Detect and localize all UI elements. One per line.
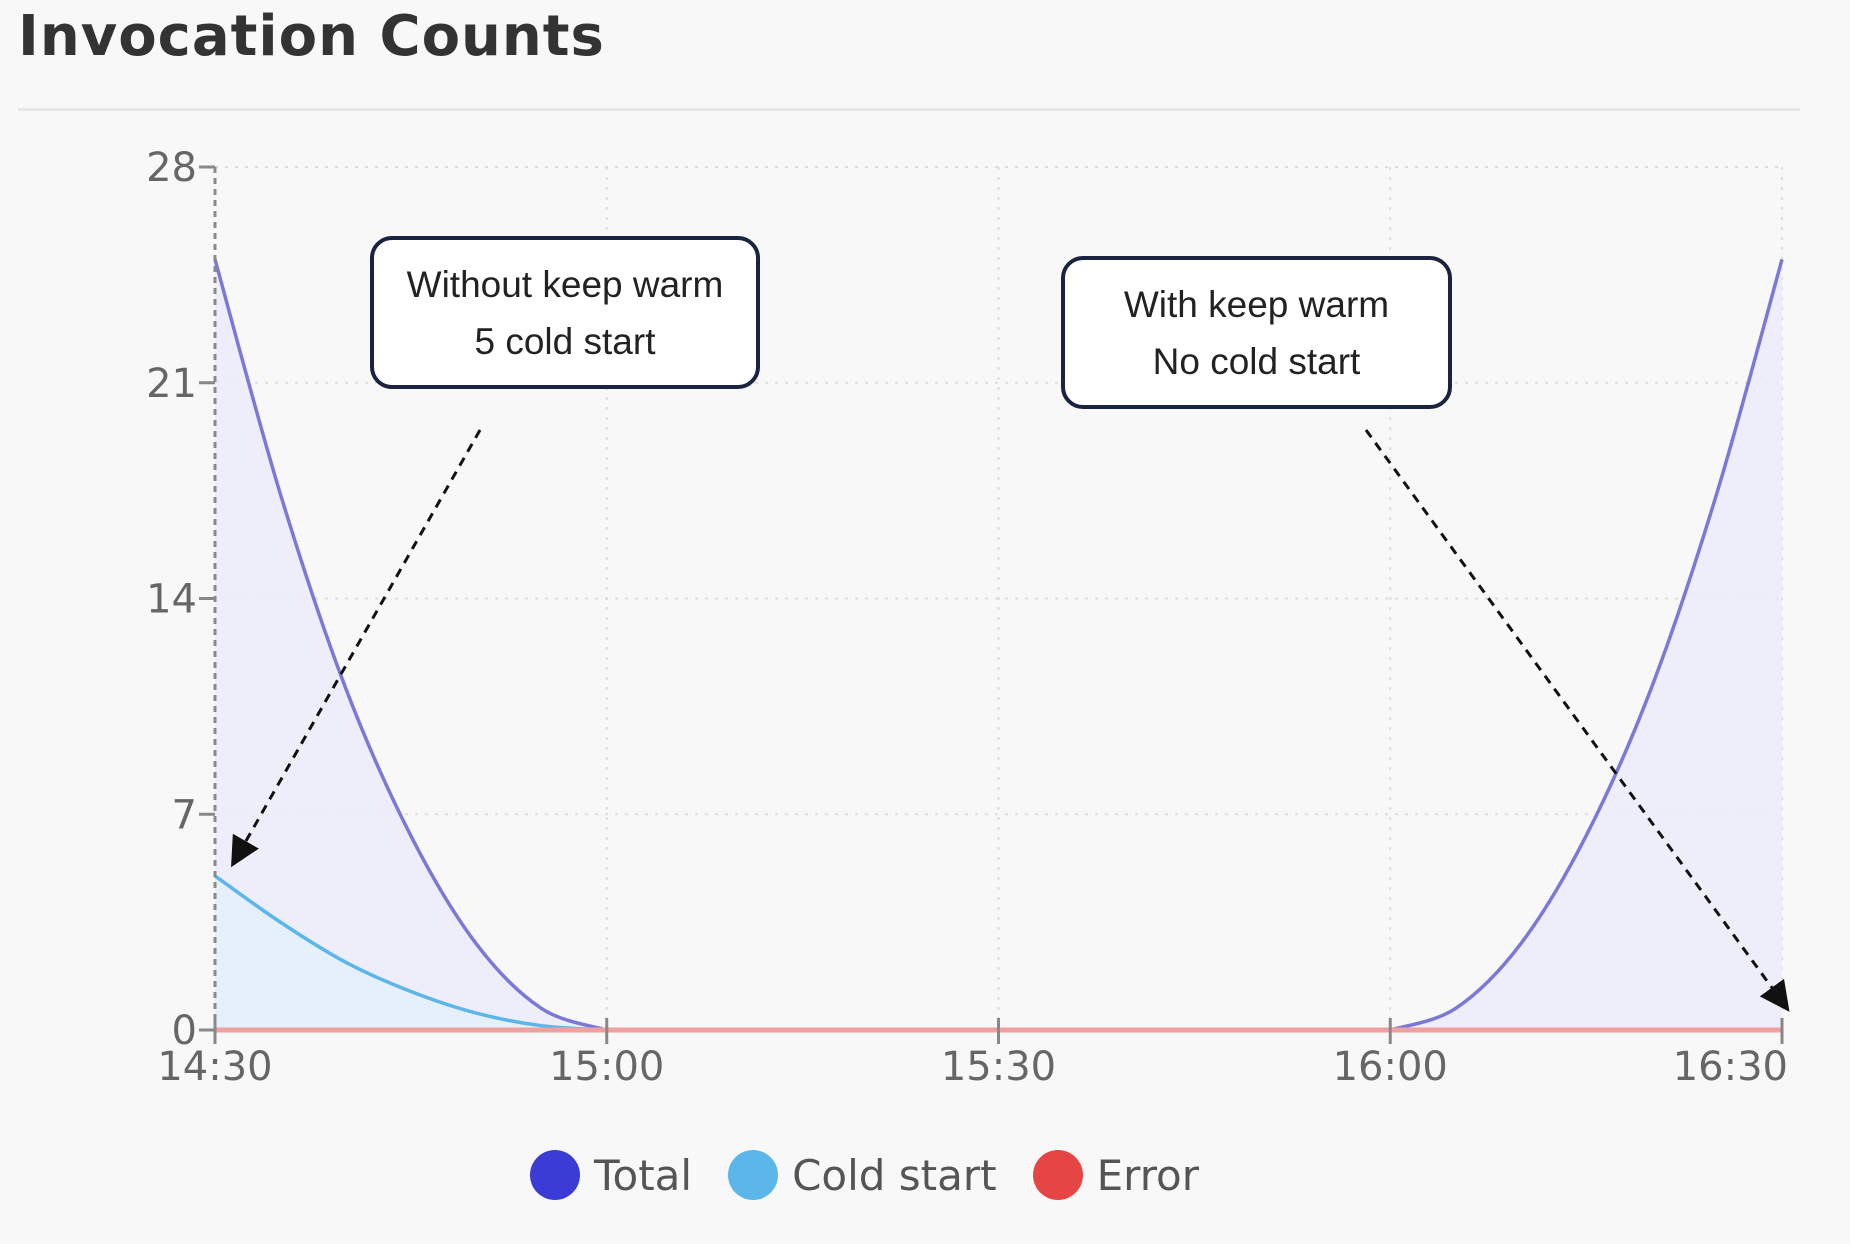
x-tick-label-14:30: 14:30: [157, 1044, 272, 1090]
area-cold-start: [215, 875, 1782, 1030]
legend-dot-error: [1032, 1150, 1083, 1200]
annotation-without-line2: 5 cold start: [474, 321, 656, 362]
annotation-without-keep-warm: Without keep warm 5 cold start: [370, 236, 760, 389]
legend-label-cold-start: Cold start: [792, 1150, 997, 1200]
annotation-with-line1: With keep warm: [1123, 284, 1390, 325]
y-tick-label-21: 21: [146, 361, 197, 407]
x-tick-label-16:00: 16:00: [1333, 1044, 1448, 1090]
tick-labels: 0 7 14 21 28 14:30 15:00 15:30 16:00 16:30: [146, 145, 1788, 1090]
legend-dot-cold-start: [728, 1150, 779, 1200]
legend-item-total[interactable]: Total: [530, 1150, 692, 1200]
invocation-chart: 0 7 14 21 28 14:30 15:00 15:30 16:00 16:30: [146, 145, 1790, 1090]
y-tick-label-0: 0: [172, 1008, 197, 1054]
annotation-arrow-without: [231, 429, 482, 868]
area-total: [215, 259, 1782, 1030]
x-tick-label-16:30: 16:30: [1673, 1044, 1788, 1090]
x-tick-label-15:00: 15:00: [549, 1044, 664, 1090]
legend-item-cold-start[interactable]: Cold start: [728, 1150, 997, 1200]
chart-title: Invocation Counts: [18, 4, 605, 69]
legend-item-error[interactable]: Error: [1032, 1150, 1199, 1200]
y-tick-label-7: 7: [172, 792, 197, 838]
annotation-arrow-with: [1364, 429, 1790, 1012]
y-tick-label-28: 28: [146, 145, 197, 191]
annotation-with-keep-warm: With keep warm No cold start: [1061, 256, 1452, 409]
legend-dot-total: [530, 1150, 580, 1200]
axes: [199, 165, 1784, 1044]
legend-label-error: Error: [1096, 1150, 1199, 1200]
title-divider: [18, 108, 1800, 111]
series-areas: [215, 259, 1782, 1030]
annotation-without-line1: Without keep warm: [406, 264, 724, 305]
annotation-with-line2: No cold start: [1152, 341, 1361, 382]
x-tick-label-15:30: 15:30: [941, 1044, 1056, 1090]
chart-legend: Total Cold start Error: [530, 1145, 1235, 1205]
y-tick-label-14: 14: [146, 577, 197, 623]
legend-label-total: Total: [594, 1150, 693, 1200]
